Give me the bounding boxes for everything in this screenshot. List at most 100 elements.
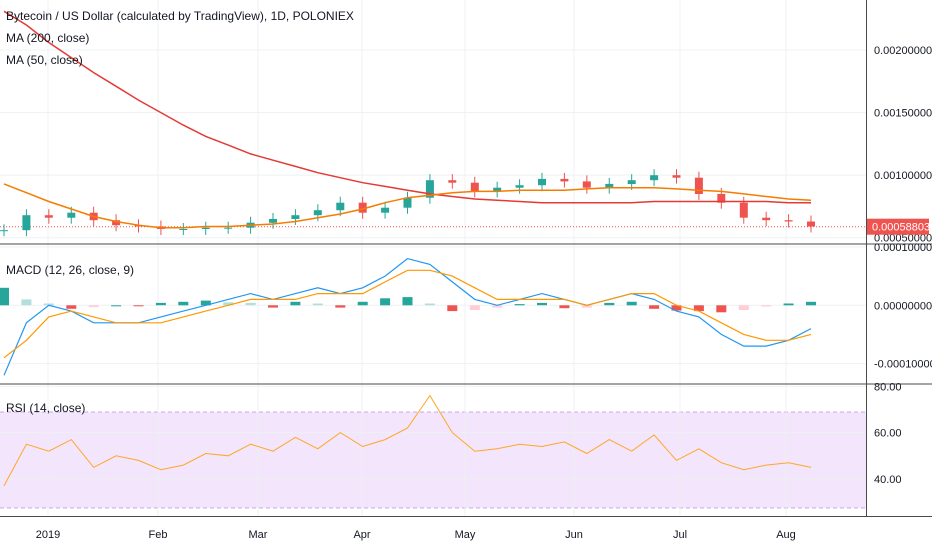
time-label: Jun [565, 529, 583, 541]
signal-line [3, 269, 812, 359]
macd-histogram-bar [738, 305, 749, 310]
macd-histogram-bar [469, 305, 480, 310]
macd-histogram-bar [357, 301, 368, 306]
rsi-tick-label: 40.00 [874, 474, 902, 486]
candle-body [807, 221, 815, 227]
macd-histogram-bar [492, 305, 503, 308]
macd-pane-title[interactable]: MACD (12, 26, close, 9) [6, 263, 134, 277]
candle-body [650, 175, 659, 181]
candle-body [470, 182, 479, 192]
macd-tick-label: 0.00010000 [874, 242, 932, 254]
time-label: Feb [149, 529, 168, 541]
rsi-band [0, 411, 866, 509]
macd-histogram-bar [200, 300, 211, 306]
rsi-tick-label: 60.00 [874, 428, 902, 440]
macd-histogram-bar [604, 302, 615, 306]
macd-histogram-bar [559, 305, 570, 309]
time-label: Aug [776, 529, 796, 541]
candle-body [201, 227, 210, 229]
candle-body [291, 215, 300, 219]
macd-histogram-bar [43, 303, 54, 306]
macd-histogram-bar [66, 305, 77, 309]
price-pane-title: Bytecoin / US Dollar (calculated by Trad… [6, 9, 354, 23]
ma50-line [3, 183, 812, 229]
macd-histogram-bar [649, 305, 660, 309]
candle-body [313, 210, 322, 216]
candle-body [67, 212, 76, 218]
macd-histogram-bar [783, 303, 794, 306]
last-price-label: 0.00058803 [872, 222, 930, 234]
candle-body [515, 185, 524, 188]
candle-body [672, 175, 681, 178]
macd-histogram-bar [155, 302, 166, 306]
macd-tick-label: -0.00010000 [874, 359, 932, 371]
ma200-line [3, 10, 811, 204]
candle-body [448, 180, 457, 183]
price-tick-label: 0.00050000 [874, 233, 932, 245]
macd-histogram-bar [693, 305, 704, 312]
rsi-pane-title[interactable]: RSI (14, close) [6, 401, 85, 415]
candle-body [582, 181, 591, 188]
macd-histogram-bar [716, 305, 727, 313]
macd-histogram-bar [133, 305, 144, 307]
price-tick-label: 0.00150000 [874, 108, 932, 120]
macd-histogram-bar [537, 302, 547, 306]
grid-lines [0, 0, 866, 516]
candle-body [762, 217, 771, 221]
candle-body [112, 220, 121, 226]
macd-histogram-bar [424, 303, 435, 306]
candle-body [560, 178, 569, 182]
candle-body [0, 230, 8, 232]
time-label: Apr [353, 529, 370, 541]
candle-body [22, 215, 31, 231]
candle-body [269, 219, 277, 223]
candle-body [694, 177, 703, 194]
time-label: May [455, 529, 476, 541]
candle-body [493, 187, 502, 192]
macd-histogram-bar [312, 303, 323, 306]
candle-body [381, 207, 390, 213]
candle-body [784, 220, 793, 222]
candle-body [739, 202, 748, 218]
rsi-tick-label: 80.00 [874, 381, 902, 393]
candle-body [179, 229, 188, 230]
macd-histogram-bar [88, 305, 99, 308]
macd-histogram-bar [111, 305, 122, 307]
candle-body [538, 178, 546, 186]
macd-histogram-bar [447, 305, 458, 312]
rsi-line [3, 394, 812, 487]
macd-histogram-bar [223, 302, 234, 306]
candle-body [403, 197, 412, 208]
price-tick-label: 0.00200000 [874, 45, 932, 57]
last-price-tag: 0.00058803 [867, 218, 930, 235]
candle-body [425, 180, 434, 198]
time-label: 2019 [36, 529, 60, 541]
macd-histogram-bar [514, 304, 525, 306]
macd-histogram-bar [761, 305, 772, 307]
time-axis: 2019 Feb Mar Apr May Jun Jul Aug [36, 529, 796, 541]
candle-body [358, 202, 367, 213]
macd-histogram-bar [806, 301, 816, 306]
ma50-legend[interactable]: MA (50, close) [6, 53, 83, 67]
macd-histogram-bar [0, 287, 9, 306]
macd-histogram-bar [335, 305, 346, 308]
macd-histogram-bar [245, 302, 256, 306]
candle-body [224, 227, 233, 229]
macd-histogram-bar [268, 305, 278, 308]
macd-series [0, 257, 816, 376]
price-series [0, 10, 815, 237]
macd-histogram-bar [402, 297, 413, 306]
time-label: Mar [249, 529, 268, 541]
ma200-legend[interactable]: MA (200, close) [6, 31, 89, 45]
macd-histogram-bar [380, 298, 391, 306]
candle-body [627, 180, 636, 184]
macd-histogram-bar [581, 305, 592, 308]
pane-separators [0, 0, 932, 517]
macd-histogram-bar [21, 299, 32, 306]
price-tick-label: 0.00100000 [874, 170, 932, 182]
time-label: Jul [673, 529, 687, 541]
candle-body [605, 183, 614, 188]
candle-body [44, 215, 53, 218]
macd-histogram-bar [671, 305, 682, 311]
